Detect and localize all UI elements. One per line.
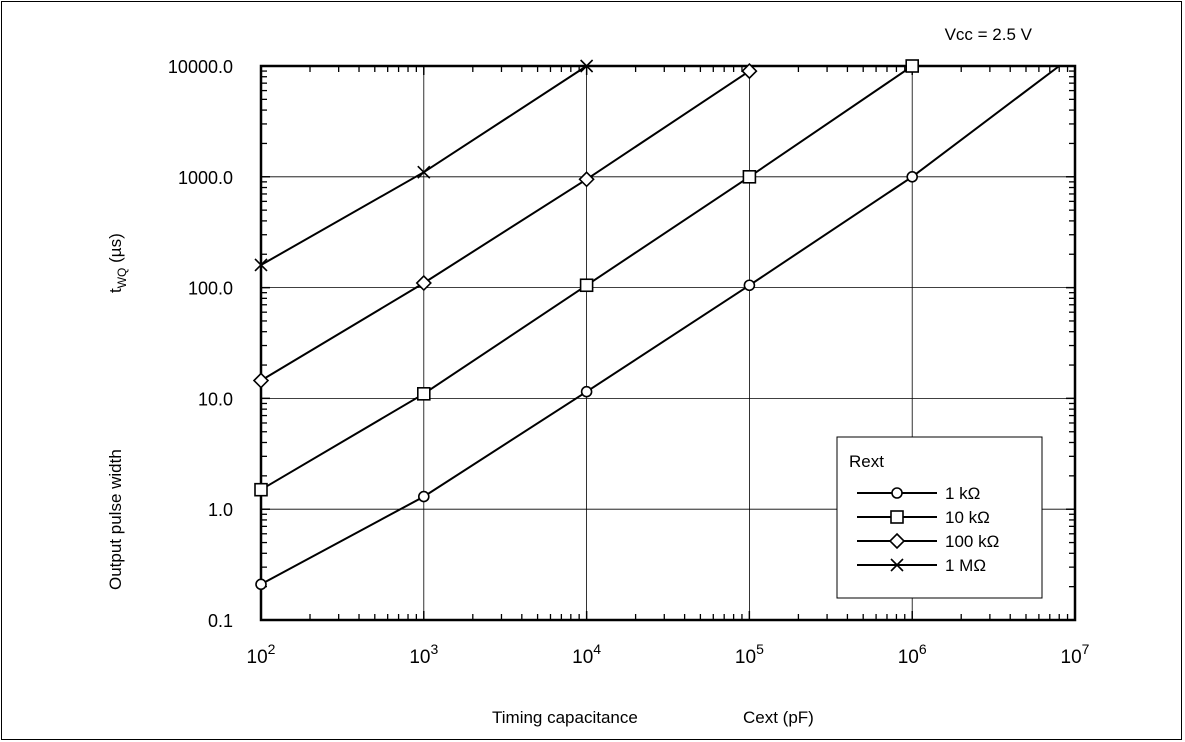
x-tick-label: 104	[572, 641, 601, 668]
legend-marker-diamond	[888, 532, 906, 550]
data-point-circle	[743, 279, 756, 292]
x-tick-label-exponent: 3	[430, 641, 438, 657]
x-tick-label: 102	[247, 641, 276, 668]
x-tick-label-exponent: 5	[756, 641, 764, 657]
x-tick-label: 106	[898, 641, 927, 668]
x-tick-label-exponent: 6	[919, 641, 927, 657]
data-point-square	[579, 278, 594, 293]
data-point-circle	[417, 490, 430, 503]
y-tick-label: 1.0	[208, 500, 233, 520]
legend-item: 10 kΩ	[857, 508, 990, 527]
x-tick-label-exponent: 7	[1082, 641, 1090, 657]
legend-label: 1 MΩ	[945, 556, 986, 575]
y-tick-labels: 0.1 1.0 10.0 100.0 1000.0 10000.0	[168, 57, 233, 631]
x-tick-label: 103	[409, 641, 438, 668]
x-tick-label-exponent: 4	[593, 641, 601, 657]
x-axis-label-part2: Cext (pF)	[743, 708, 814, 727]
x-axis-label-part1: Timing capacitance	[492, 708, 638, 727]
y-tick-label: 100.0	[188, 279, 233, 299]
data-point-cross	[254, 258, 268, 272]
data-point-square	[742, 170, 757, 184]
y-axis-label-subscript: WQ	[115, 268, 129, 289]
legend-marker-square	[890, 510, 904, 524]
legend-item: 100 kΩ	[857, 532, 999, 551]
y-axis-label-t: t	[106, 288, 125, 293]
data-point-circle	[580, 385, 593, 398]
vcc-annotation: Vcc = 2.5 V	[945, 25, 1033, 44]
data-point-square	[416, 387, 431, 401]
series-line	[260, 70, 750, 382]
x-tick-label: 107	[1061, 641, 1090, 668]
data-point-circle	[906, 171, 919, 183]
legend-item: 1 kΩ	[857, 484, 980, 503]
legend-marker-cross	[890, 558, 904, 572]
legend-item: 1 MΩ	[857, 556, 986, 575]
x-tick-label-base: 10	[898, 647, 919, 668]
legend-marker-circle	[891, 487, 903, 499]
x-tick-label: 105	[735, 641, 764, 668]
x-tick-label-base: 10	[247, 647, 268, 668]
data-point-square	[254, 482, 268, 497]
data-point-diamond	[578, 171, 595, 188]
y-axis-label-unit: (µs)	[106, 233, 125, 267]
legend-label: 100 kΩ	[945, 532, 999, 551]
series-square	[254, 59, 920, 497]
x-tick-label-base: 10	[1061, 647, 1082, 668]
data-point-circle	[255, 578, 267, 591]
y-tick-label: 0.1	[208, 611, 233, 631]
x-tick-label-exponent: 2	[268, 641, 276, 657]
y-tick-label: 10.0	[198, 389, 233, 409]
data-point-diamond	[252, 372, 270, 389]
x-tick-label-base: 10	[572, 647, 593, 668]
y-tick-label: 1000.0	[178, 168, 233, 188]
data-point-diamond	[415, 274, 432, 292]
series-diamond	[252, 62, 758, 389]
series-circle	[255, 65, 1060, 591]
legend-label: 10 kΩ	[945, 508, 990, 527]
plot-area	[259, 64, 1077, 622]
y-axis-label-part1: Output pulse width	[106, 449, 125, 590]
legend-items: 1 kΩ 10 kΩ 100 kΩ 1 MΩ	[857, 484, 999, 575]
series-line	[260, 65, 1060, 586]
data-point-cross	[417, 165, 431, 179]
legend: Rext 1 kΩ 10 kΩ 100 kΩ 1 MΩ	[836, 436, 1043, 599]
legend-label: 1 kΩ	[945, 484, 980, 503]
x-tick-label-base: 10	[409, 647, 430, 668]
data-point-square	[905, 59, 920, 73]
data-point-cross	[580, 59, 594, 73]
legend-title: Rext	[849, 452, 884, 471]
series-cross	[254, 59, 594, 272]
data-point-diamond	[741, 62, 758, 80]
series-layer	[252, 59, 1060, 591]
x-tick-label-base: 10	[735, 647, 756, 668]
x-tick-labels: 102 103 104 105 106 107	[247, 641, 1090, 668]
y-axis-label-part2: tWQ (µs)	[106, 233, 129, 293]
y-tick-label: 10000.0	[168, 57, 233, 77]
